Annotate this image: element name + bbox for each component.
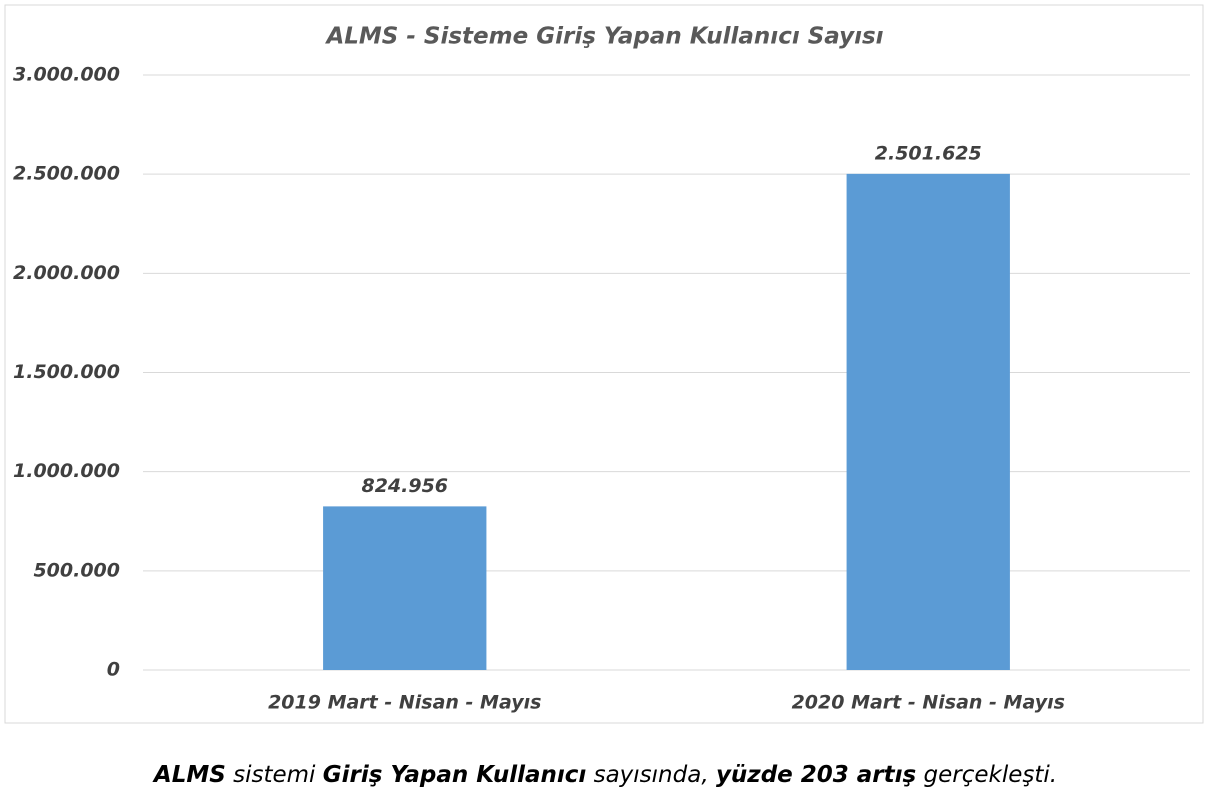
caption-segment: gerçekleşti. (916, 762, 1058, 788)
data-label: 2.501.625 (875, 142, 982, 164)
x-tick-label: 2020 Mart - Nisan - Mayıs (792, 692, 1065, 714)
data-label: 824.956 (361, 475, 448, 497)
caption-segment: Giriş Yapan Kullanıcı (322, 762, 587, 788)
y-tick-label: 1.000.000 (13, 460, 120, 482)
y-tick-label: 500.000 (33, 559, 120, 581)
chart-frame (4, 4, 1204, 724)
caption-segment: sistemi (225, 762, 323, 788)
caption-segment: yüzde 203 artış (715, 762, 917, 788)
caption: ALMS sistemi Giriş Yapan Kullanıcı sayıs… (0, 762, 1211, 788)
x-tick-label: 2019 Mart - Nisan - Mayıs (268, 692, 541, 714)
y-tick-label: 2.000.000 (13, 262, 120, 284)
y-tick-label: 0 (107, 659, 120, 681)
caption-segment: ALMS (153, 762, 226, 788)
y-tick-label: 2.500.000 (13, 163, 120, 185)
y-tick-label: 1.500.000 (13, 361, 120, 383)
caption-segment: sayısında, (586, 762, 716, 788)
chart: ALMS - Sisteme Giriş Yapan Kullanıcı Say… (4, 4, 1204, 724)
bar (846, 173, 1010, 671)
bar (323, 506, 487, 670)
y-tick-label: 3.000.000 (13, 64, 120, 86)
chart-title: ALMS - Sisteme Giriş Yapan Kullanıcı Say… (324, 24, 883, 50)
